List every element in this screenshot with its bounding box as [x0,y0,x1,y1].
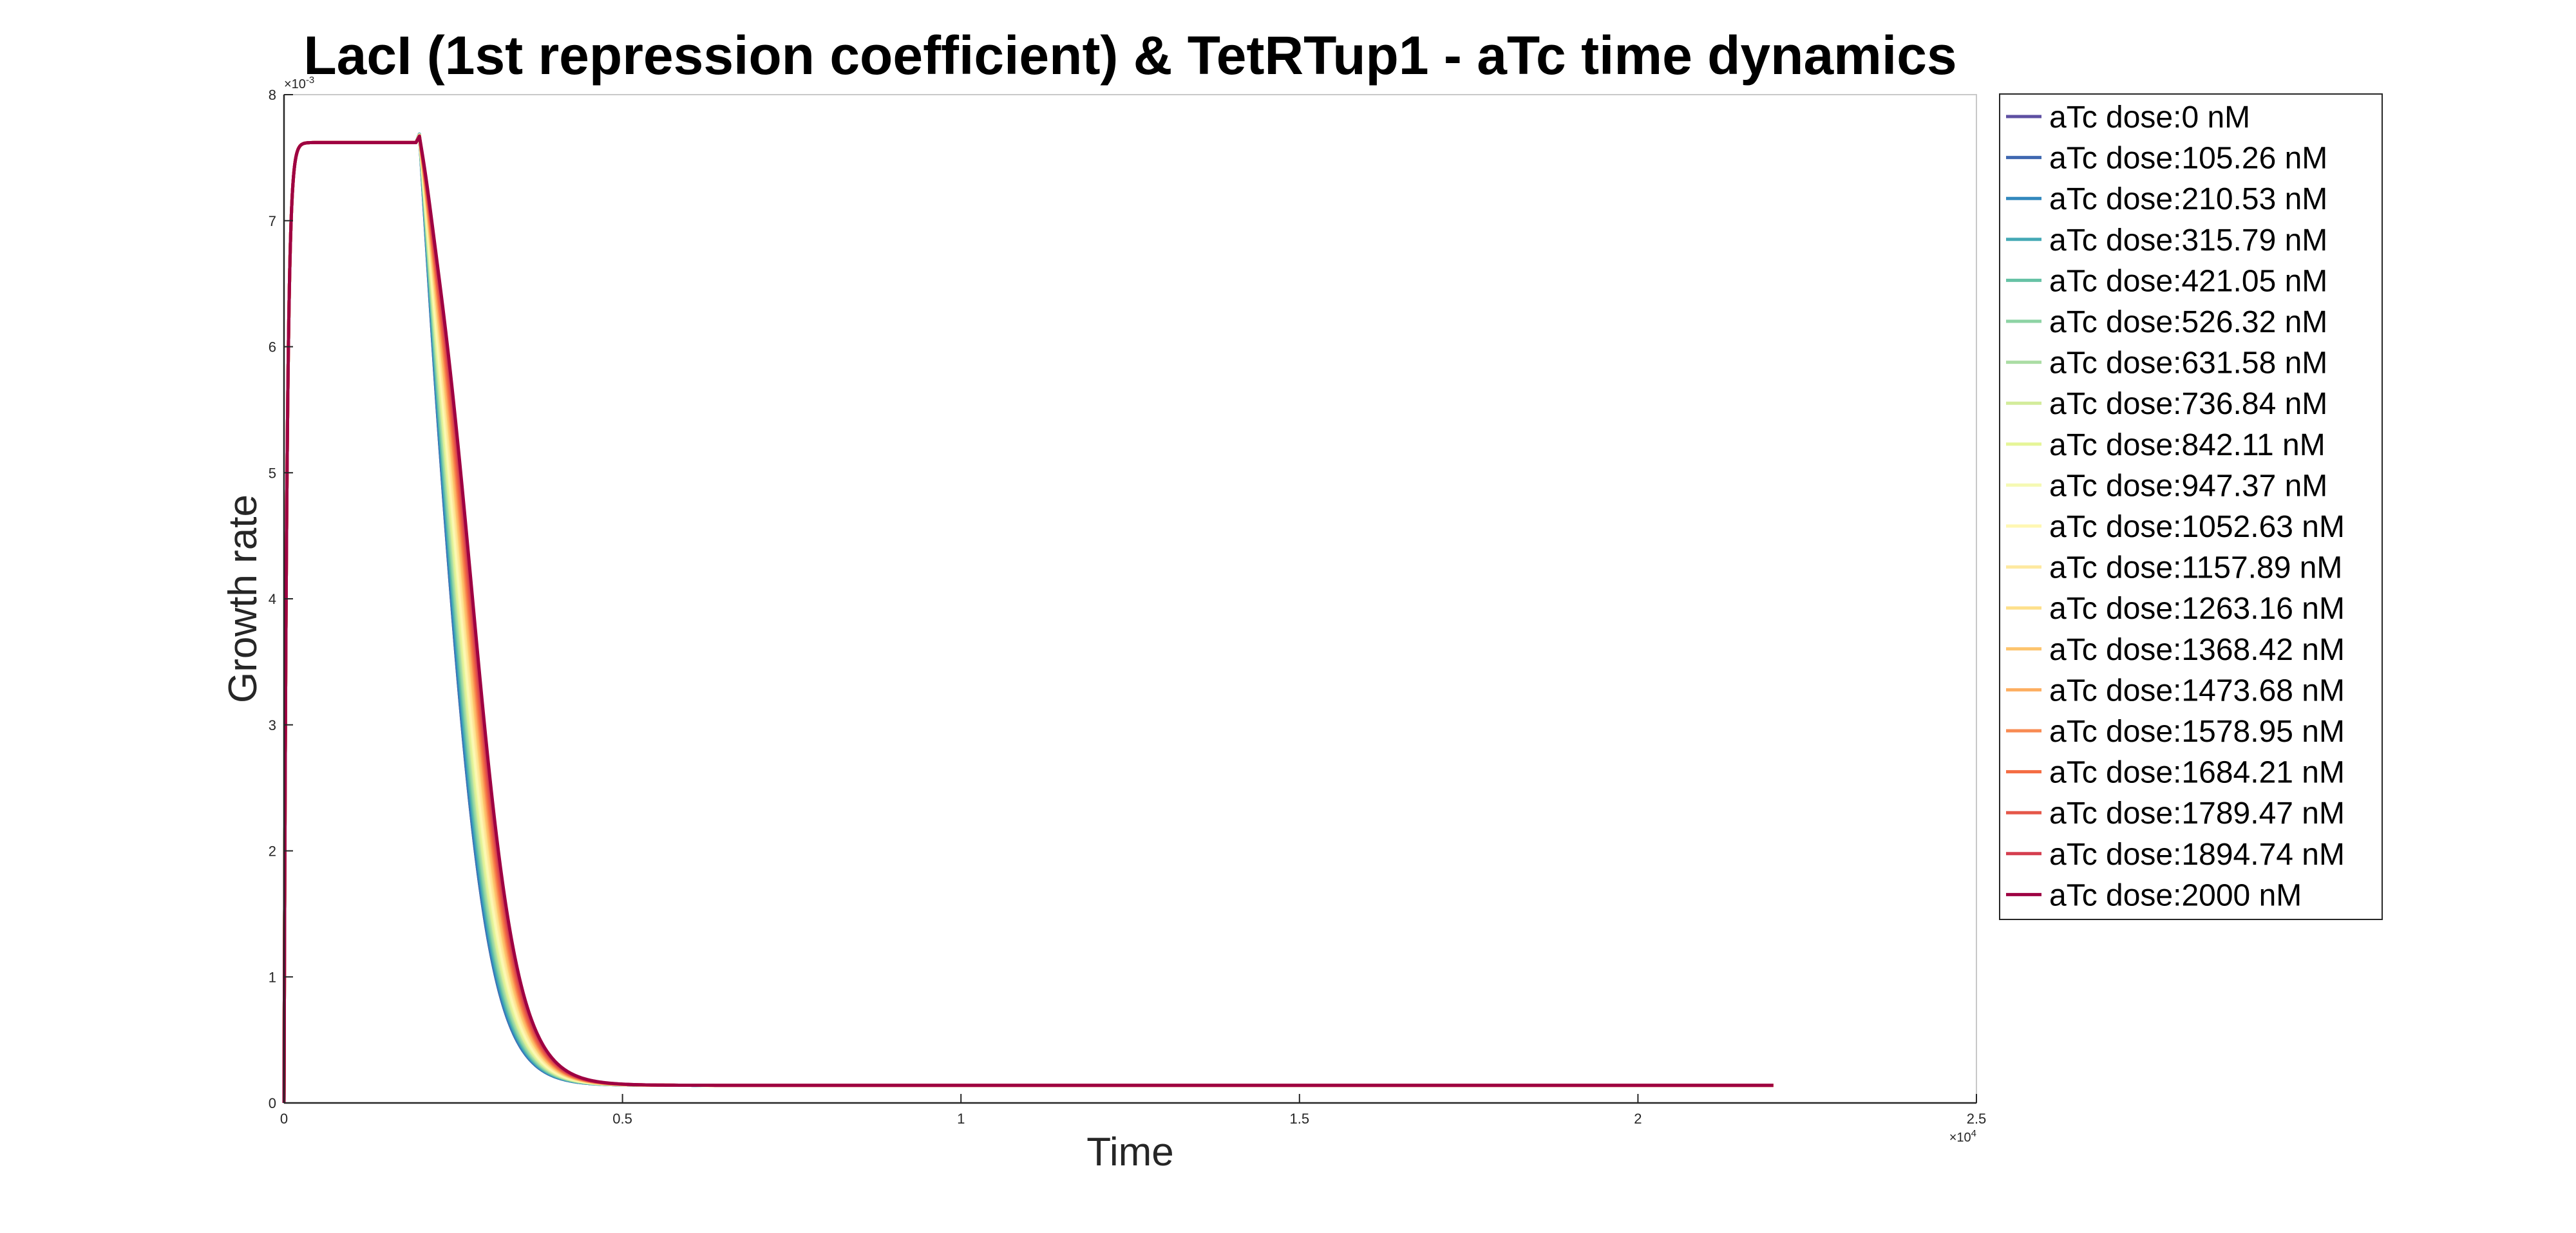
y-tick-label: 5 [269,465,276,481]
legend-entry-label: aTc dose:421.05 nM [2049,264,2327,298]
legend-entry-label: aTc dose:526.32 nM [2049,305,2327,339]
y-tick-label: 7 [269,213,276,229]
x-ticks: 0 0.5 1 1.5 2 2.5 [280,1094,1986,1127]
y-tick-label: 3 [269,717,276,733]
legend-entry-label: aTc dose:736.84 nM [2049,387,2327,421]
legend-entry-label: aTc dose:1789.47 nM [2049,796,2345,831]
y-tick-label: 2 [269,843,276,860]
x-tick-label: 2.5 [1967,1111,1987,1127]
y-axis-label: Growth rate [221,494,265,703]
legend-entry-label: aTc dose:105.26 nM [2049,142,2327,176]
legend-entry-label: aTc dose:631.58 nM [2049,346,2327,381]
legend-entry-label: aTc dose:1684.21 nM [2049,756,2345,790]
legend-box [1999,93,2383,920]
x-tick-label: 1 [957,1111,965,1127]
legend: aTc dose:0 nM aTc dose:105.26 nM aTc dose:… [1999,93,2383,920]
y-ticks: 0 1 2 3 4 5 6 7 8 [269,87,293,1111]
legend-entry-label: aTc dose:1894.74 nM [2049,838,2345,872]
y-tick-label: 1 [269,969,276,985]
legend-entry-label: aTc dose:1368.42 nM [2049,633,2345,667]
series-line-14 [282,134,1774,1104]
y-tick-label: 0 [269,1095,276,1111]
x-tick-label: 2 [1634,1111,1642,1127]
legend-entry-label: aTc dose:315.79 nM [2049,223,2327,258]
axes-box [283,94,1977,1104]
y-tick-label: 4 [269,591,276,607]
y-exponent-label: ×10-3 [284,75,314,92]
series-line-19 [282,135,1774,1104]
y-tick-label: 6 [269,339,276,355]
x-axis-label: Time [1086,1130,1173,1174]
legend-items: aTc dose:0 nM aTc dose:105.26 nM aTc dose:… [2006,100,2345,912]
legend-entry-label: aTc dose:1157.89 nM [2049,551,2342,585]
legend-entry-label: aTc dose:842.11 nM [2049,428,2325,462]
legend-entry-label: aTc dose:210.53 nM [2049,182,2327,216]
legend-entry-label: aTc dose:1263.16 nM [2049,592,2345,626]
x-tick-label: 1.5 [1290,1111,1310,1127]
legend-entry-label: aTc dose:0 nM [2049,100,2250,135]
legend-entry-label: aTc dose:1578.95 nM [2049,715,2345,749]
chart-title: LacI (1st repression coefficient) & TetR… [303,25,1956,86]
x-exponent-label: ×104 [1949,1128,1976,1145]
x-tick-label: 0 [280,1111,288,1127]
legend-entry-label: aTc dose:1052.63 nM [2049,510,2345,544]
y-tick-label: 8 [269,87,276,103]
legend-entry-label: aTc dose:2000 nM [2049,878,2302,912]
legend-entry-label: aTc dose:1473.68 nM [2049,673,2345,708]
series-lines [282,132,1774,1104]
plot-area: 0 0.5 1 1.5 2 2.5 0 1 2 3 4 5 6 7 8 [269,87,1987,1127]
legend-entry-label: aTc dose:947.37 nM [2049,469,2327,503]
x-tick-label: 0.5 [612,1111,632,1127]
